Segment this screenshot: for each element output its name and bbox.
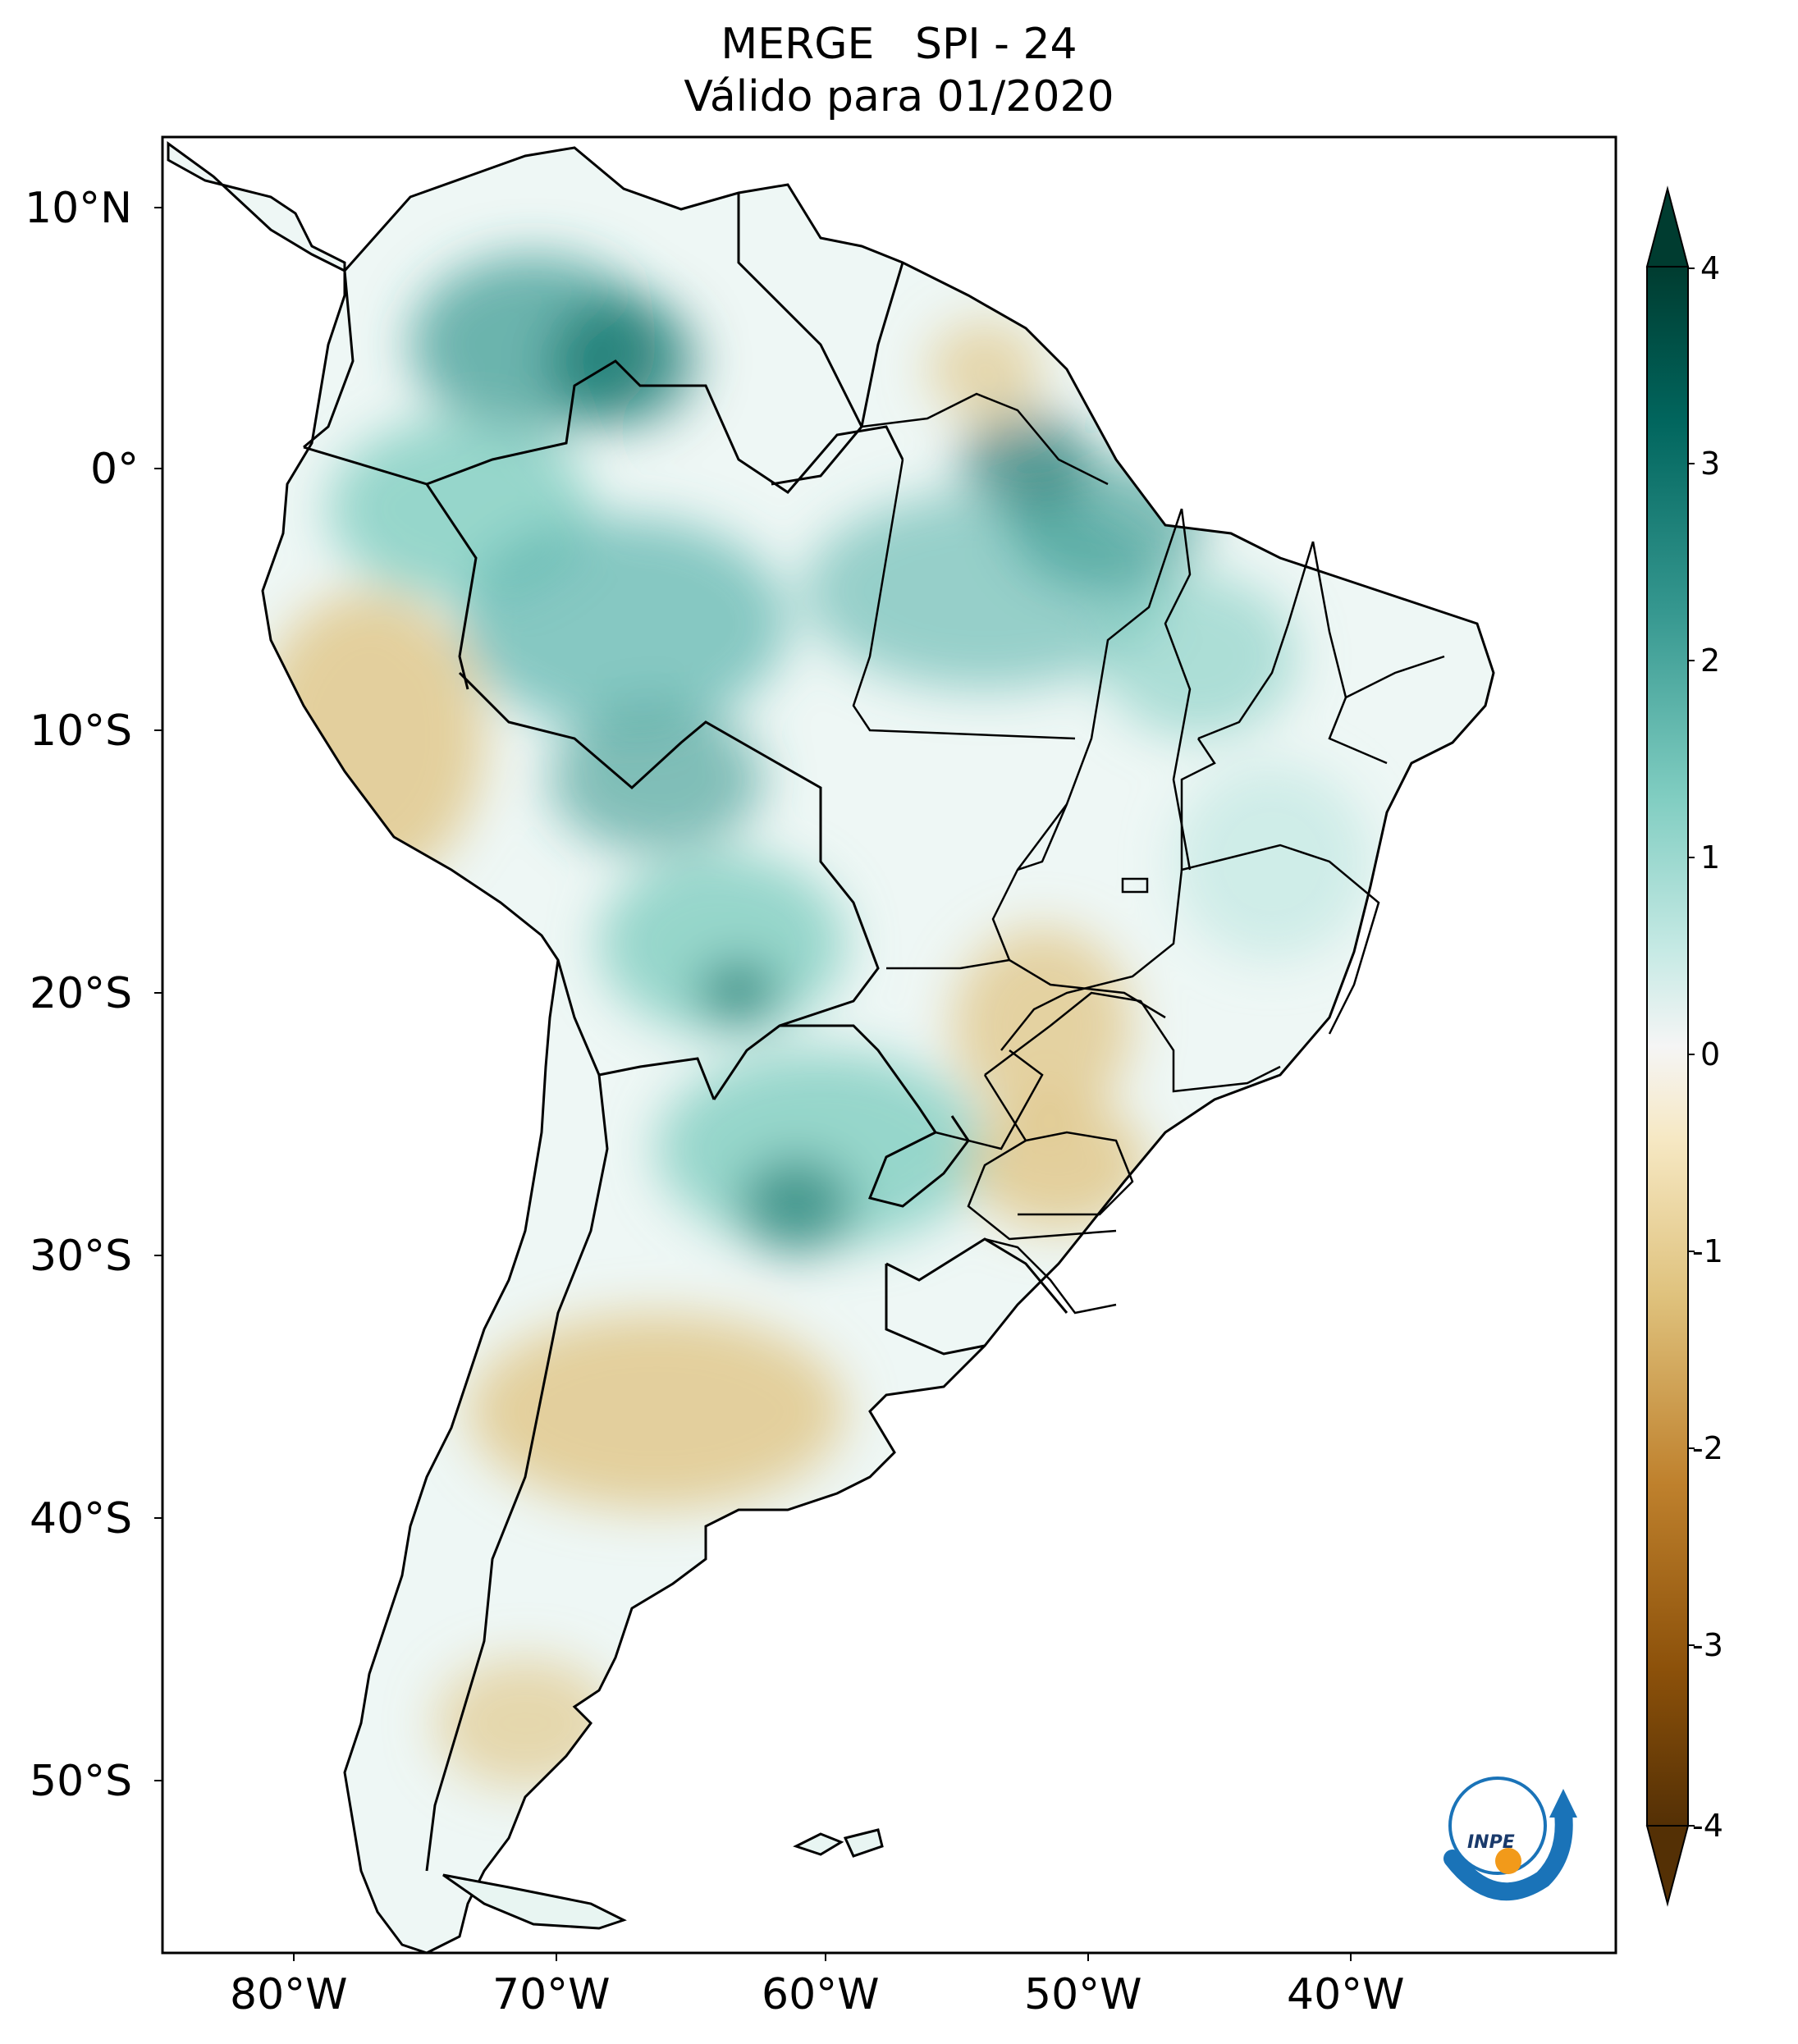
colorbar-label-neg3: -3 — [1692, 1627, 1723, 1663]
lon-label-80w: 80°W — [230, 1970, 348, 2019]
falkland-islands — [793, 1828, 884, 1858]
colorbar-max-extension — [1645, 185, 1690, 268]
colorbar — [1645, 185, 1695, 1907]
logo-ring — [1448, 1776, 1547, 1875]
lon-label-60w: 60°W — [762, 1970, 880, 2019]
logo-arrow — [1443, 1804, 1573, 1901]
lon-label-40w: 40°W — [1287, 1970, 1405, 2019]
colorbar-label-1: 1 — [1700, 839, 1721, 876]
logo-dot — [1495, 1848, 1521, 1874]
colorbar-label-3: 3 — [1700, 446, 1721, 482]
colorbar-label-neg2: -2 — [1692, 1430, 1723, 1466]
lat-label-30s: 30°S — [30, 1232, 133, 1281]
country-borders — [303, 193, 1068, 1872]
colorbar-min-extension — [1645, 1825, 1690, 1907]
tierra-del-fuego — [442, 1873, 627, 1930]
logo-text: INPE — [1467, 1832, 1515, 1853]
lat-label-0: 0° — [90, 445, 140, 494]
colorbar-label-2: 2 — [1700, 642, 1721, 679]
lat-label-10s: 10°S — [30, 706, 133, 756]
colorbar-label-neg1: -1 — [1692, 1233, 1723, 1269]
lat-label-50s: 50°S — [30, 1757, 133, 1806]
state-borders — [852, 392, 1445, 1315]
axis-ticks — [154, 207, 1352, 1961]
logo-arrowhead — [1549, 1789, 1577, 1818]
lon-label-50w: 50°W — [1024, 1970, 1142, 2019]
colorbar-label-neg4: -4 — [1692, 1808, 1723, 1844]
colorbar-body — [1646, 266, 1689, 1827]
colorbar-label-4: 4 — [1700, 250, 1721, 286]
lat-label-10n: 10°N — [25, 184, 133, 233]
map-title: MERGE SPI - 24 — [721, 20, 1077, 69]
inpe-logo: INPE — [1443, 1776, 1577, 1901]
map-subtitle: Válido para 01/2020 — [684, 72, 1114, 121]
lat-label-40s: 40°S — [30, 1494, 133, 1543]
colorbar-label-0: 0 — [1700, 1036, 1721, 1072]
lat-label-20s: 20°S — [30, 969, 133, 1018]
lon-label-70w: 70°W — [492, 1970, 611, 2019]
